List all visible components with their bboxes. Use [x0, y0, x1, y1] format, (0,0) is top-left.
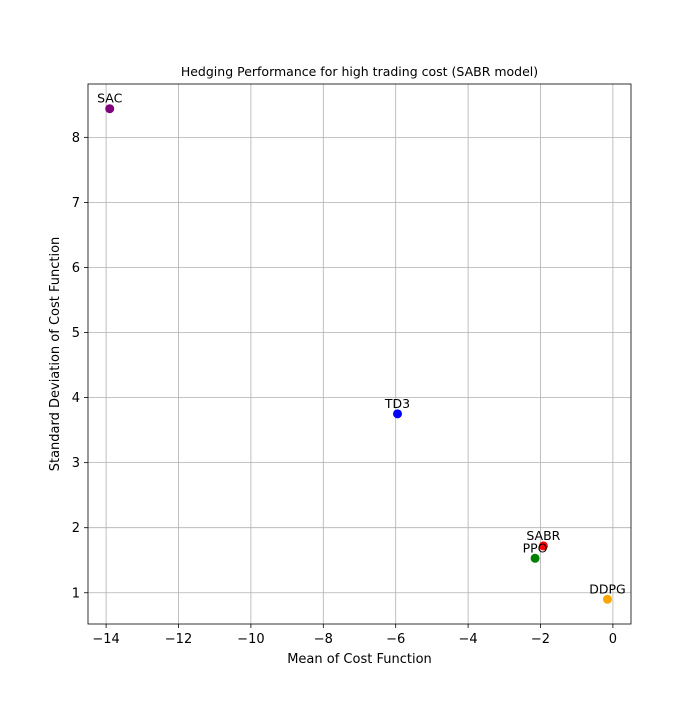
chart-title: Hedging Performance for high trading cos…: [181, 64, 538, 79]
x-tick-label: −10: [237, 632, 264, 647]
x-tick-label: −12: [165, 632, 192, 647]
data-label-sac: SAC: [97, 91, 122, 106]
grid: [88, 84, 631, 624]
x-axis-label: Mean of Cost Function: [287, 652, 432, 667]
y-tick-label: 3: [72, 456, 80, 471]
y-tick-label: 1: [72, 586, 80, 601]
data-point-sac: [105, 104, 115, 114]
y-tick-label: 6: [72, 261, 80, 276]
x-tick-label: −14: [92, 632, 119, 647]
y-tick-label: 4: [72, 391, 80, 406]
data-point-td3: [393, 409, 403, 419]
y-tick-label: 2: [72, 521, 80, 536]
x-tick-label: −4: [459, 632, 478, 647]
axis-ticks: −14 −12 −10 −8 −6 −4 −2 0 1 2 3 4 5 6 7 8: [72, 131, 617, 647]
x-tick-label: −8: [314, 632, 333, 647]
x-tick-label: −2: [531, 632, 550, 647]
x-tick-label: 0: [609, 632, 617, 647]
data-label-ppo: PPO: [523, 540, 548, 555]
y-axis-label: Standard Deviation of Cost Function: [48, 237, 63, 472]
data-label-td3: TD3: [384, 396, 410, 411]
data-point-sabr: [538, 541, 548, 551]
data-label-ddpg: DDPG: [589, 581, 625, 596]
data-point-ppo: [530, 553, 540, 563]
data-label-sabr: SABR: [526, 528, 560, 543]
plot-area-frame: [87, 83, 632, 625]
y-tick-label: 7: [72, 196, 80, 211]
y-tick-label: 5: [72, 326, 80, 341]
x-tick-label: −6: [386, 632, 405, 647]
y-tick-label: 8: [72, 131, 80, 146]
data-point-ddpg: [602, 594, 612, 604]
